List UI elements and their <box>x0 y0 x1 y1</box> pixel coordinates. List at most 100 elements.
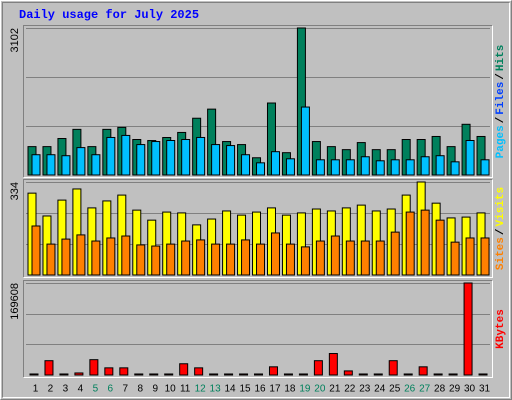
bar <box>211 243 221 276</box>
bar <box>61 238 71 276</box>
y-tick-label: 334 <box>9 182 21 200</box>
legend-entry: KBytes <box>495 309 507 349</box>
bar <box>450 241 460 276</box>
x-tick-label: 23 <box>359 384 371 395</box>
legend-entry: Hits <box>495 45 507 71</box>
bar <box>254 373 264 376</box>
bar <box>256 162 266 176</box>
x-tick-label: 20 <box>314 384 326 395</box>
bar <box>375 240 385 276</box>
chart-title: Daily usage for July 2025 <box>19 8 199 22</box>
x-tick-label: 4 <box>78 384 84 395</box>
bar <box>224 373 234 376</box>
x-tick-label: 31 <box>479 384 491 395</box>
bar <box>181 139 191 176</box>
bar <box>390 231 400 276</box>
bar <box>315 159 325 176</box>
bar <box>46 243 56 276</box>
legend-entry: Sites <box>495 237 507 270</box>
bar <box>285 243 295 276</box>
x-tick-label: 19 <box>299 384 311 395</box>
bar <box>164 373 174 376</box>
x-tick-label: 16 <box>254 384 266 395</box>
x-tick-label: 8 <box>137 384 143 395</box>
bar <box>106 136 116 176</box>
bar <box>91 240 101 276</box>
x-tick-label: 15 <box>239 384 251 395</box>
bar <box>59 373 69 376</box>
bar <box>76 234 86 276</box>
bar <box>358 373 368 376</box>
y-tick-label: 169608 <box>9 283 21 320</box>
bar <box>209 373 219 376</box>
bar <box>478 373 488 376</box>
x-tick-label: 28 <box>434 384 446 395</box>
bar <box>166 140 176 176</box>
bar <box>433 373 443 376</box>
x-tick-label: 9 <box>152 384 158 395</box>
bar <box>403 373 413 376</box>
bar <box>345 240 355 276</box>
bar <box>89 359 99 376</box>
x-tick-label: 12 <box>195 384 207 395</box>
x-tick-label: 29 <box>449 384 461 395</box>
bar <box>241 154 251 176</box>
bar <box>181 240 191 276</box>
bar <box>330 159 340 176</box>
bar <box>121 134 131 176</box>
bar <box>435 155 445 176</box>
bar <box>226 145 236 176</box>
x-tick-label: 21 <box>329 384 341 395</box>
bar <box>136 244 146 276</box>
bar <box>375 160 385 176</box>
bar <box>61 155 71 176</box>
legend-entry: Pages <box>495 125 507 158</box>
x-tick-label: 25 <box>389 384 401 395</box>
x-tick-label: 2 <box>48 384 54 395</box>
panel-edge-light <box>23 179 493 278</box>
bar <box>435 219 445 276</box>
bar <box>480 237 490 276</box>
bar <box>285 158 295 176</box>
x-tick-label: 22 <box>344 384 356 395</box>
legend: Pages/Files/Hits <box>495 45 507 159</box>
bar <box>166 243 176 276</box>
bar <box>239 373 249 376</box>
bar <box>463 282 473 376</box>
legend-separator: / <box>495 228 507 235</box>
bar <box>405 211 415 276</box>
x-tick-label: 26 <box>404 384 416 395</box>
legend: KBytes <box>495 309 507 349</box>
bar <box>420 156 430 176</box>
x-tick-label: 18 <box>284 384 296 395</box>
bar <box>256 243 266 276</box>
bar <box>418 366 428 376</box>
bar <box>315 240 325 276</box>
bar <box>211 144 221 176</box>
legend-separator: / <box>495 116 507 123</box>
bar <box>328 353 338 376</box>
panel <box>24 281 492 377</box>
bar <box>360 156 370 176</box>
panel <box>24 26 492 177</box>
bar <box>196 239 206 276</box>
bar <box>270 232 280 276</box>
bar <box>373 373 383 376</box>
bar <box>270 151 280 176</box>
bar <box>134 373 144 376</box>
bar <box>74 372 84 376</box>
bar <box>151 141 161 176</box>
bar <box>300 246 310 276</box>
bar <box>226 243 236 276</box>
bar <box>194 367 204 376</box>
bar <box>268 366 278 376</box>
x-tick-label: 27 <box>419 384 431 395</box>
bar <box>388 360 398 376</box>
bar <box>121 235 131 276</box>
panel-edge-dark <box>23 280 493 378</box>
panel-edge-dark <box>23 179 493 278</box>
bar <box>29 373 39 376</box>
